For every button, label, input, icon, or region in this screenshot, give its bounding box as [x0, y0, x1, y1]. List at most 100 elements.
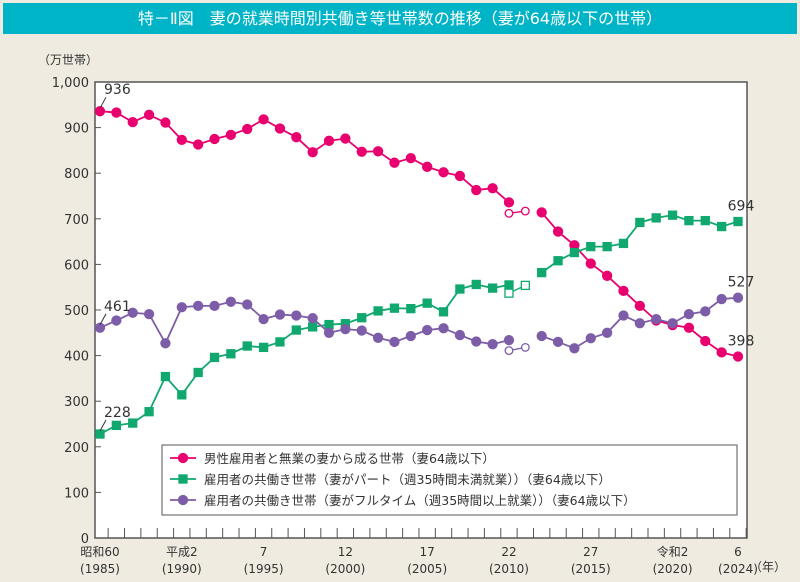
data-point [324, 319, 334, 330]
x-tick-label-year: (2024) [718, 562, 758, 576]
data-point [160, 117, 171, 128]
data-point [143, 308, 155, 320]
data-point [438, 167, 449, 178]
data-point [193, 300, 204, 312]
legend-label: 男性雇用者と無業の妻から成る世帯（妻64歳以下） [204, 451, 495, 466]
data-point [716, 221, 727, 232]
data-label: 694 [728, 199, 755, 215]
data-point [160, 338, 171, 349]
data-point [405, 330, 416, 342]
data-point [618, 238, 629, 249]
data-point [372, 332, 384, 343]
data-point [683, 322, 695, 333]
data-point [601, 270, 613, 281]
data-label-leader [99, 419, 107, 432]
data-point [454, 170, 466, 182]
data-point [128, 418, 138, 428]
legend-marker [177, 494, 189, 506]
data-point [569, 247, 580, 258]
data-point [552, 226, 564, 237]
legend-label: 雇用者の共働き世帯（妻がパート（週35時間未満就業））（妻64歳以下） [204, 472, 611, 487]
data-point [585, 333, 596, 344]
data-point [291, 310, 302, 321]
y-axis-label: （万世帯） [38, 53, 98, 67]
x-tick-label-era: 27 [583, 545, 598, 559]
data-point [160, 371, 171, 382]
y-tick-label: 200 [64, 441, 89, 456]
data-point [307, 313, 318, 324]
data-point [356, 146, 367, 157]
x-tick-label-era: 平成2 [166, 545, 198, 559]
y-tick-label: 1,000 [52, 76, 89, 91]
x-tick-label-year: (2010) [489, 562, 529, 576]
data-point [552, 336, 564, 348]
data-point [357, 313, 367, 323]
y-tick-label: 700 [64, 213, 89, 228]
data-point [667, 210, 678, 220]
data-point [454, 329, 466, 341]
data-point [258, 114, 269, 125]
data-label-leader [99, 313, 107, 326]
data-point [471, 279, 481, 290]
data-point [177, 390, 187, 400]
data-point [307, 147, 318, 158]
data-point [503, 334, 515, 346]
x-tick-label-year: (1985) [80, 562, 120, 576]
supplementary-point [520, 342, 530, 352]
data-point [225, 296, 237, 307]
data-point [487, 283, 498, 293]
data-point [422, 324, 433, 336]
data-point [537, 267, 547, 278]
series-0: 936 398 [94, 82, 755, 362]
data-point [634, 300, 645, 312]
data-point [209, 300, 220, 312]
data-label: 228 [104, 405, 131, 421]
data-label-leader [99, 96, 107, 109]
data-point [95, 429, 105, 439]
data-point [601, 327, 613, 338]
data-point [683, 308, 695, 320]
data-point [667, 318, 678, 329]
supplementary-point [504, 208, 514, 218]
data-point [634, 318, 645, 329]
supplementary-point [520, 280, 530, 291]
data-point [438, 307, 449, 317]
supplementary-point [504, 346, 514, 356]
data-point [438, 323, 449, 334]
legend-marker [177, 452, 189, 464]
data-point [405, 153, 416, 164]
data-point [274, 309, 286, 320]
data-point [127, 307, 138, 318]
data-point [716, 293, 727, 305]
data-point [503, 197, 515, 208]
supplementary-point [504, 288, 514, 298]
data-point [193, 139, 204, 150]
data-point [684, 215, 694, 226]
y-tick-label: 0 [81, 532, 89, 547]
data-point [716, 347, 727, 358]
y-tick-label: 900 [64, 122, 89, 137]
data-point [143, 109, 155, 120]
data-label: 527 [728, 275, 755, 291]
data-point [94, 322, 106, 333]
data-point [389, 157, 400, 168]
data-point [618, 310, 629, 321]
data-point [308, 322, 318, 332]
x-axis-unit: （年） [750, 560, 786, 574]
data-point [406, 303, 416, 314]
data-point [586, 241, 596, 252]
x-tick-label-era: 12 [338, 545, 353, 559]
y-tick-label: 500 [64, 304, 89, 319]
data-point [176, 134, 187, 146]
x-tick-label-year: (2000) [325, 562, 365, 576]
data-point [111, 107, 122, 118]
data-point [258, 313, 269, 325]
data-point [732, 351, 744, 362]
data-point [700, 335, 711, 347]
data-point [225, 129, 237, 141]
x-tick-label-year: (1995) [244, 562, 284, 576]
data-point [471, 184, 482, 196]
data-point [373, 306, 383, 316]
data-point [193, 367, 203, 378]
data-label: 398 [728, 334, 755, 350]
